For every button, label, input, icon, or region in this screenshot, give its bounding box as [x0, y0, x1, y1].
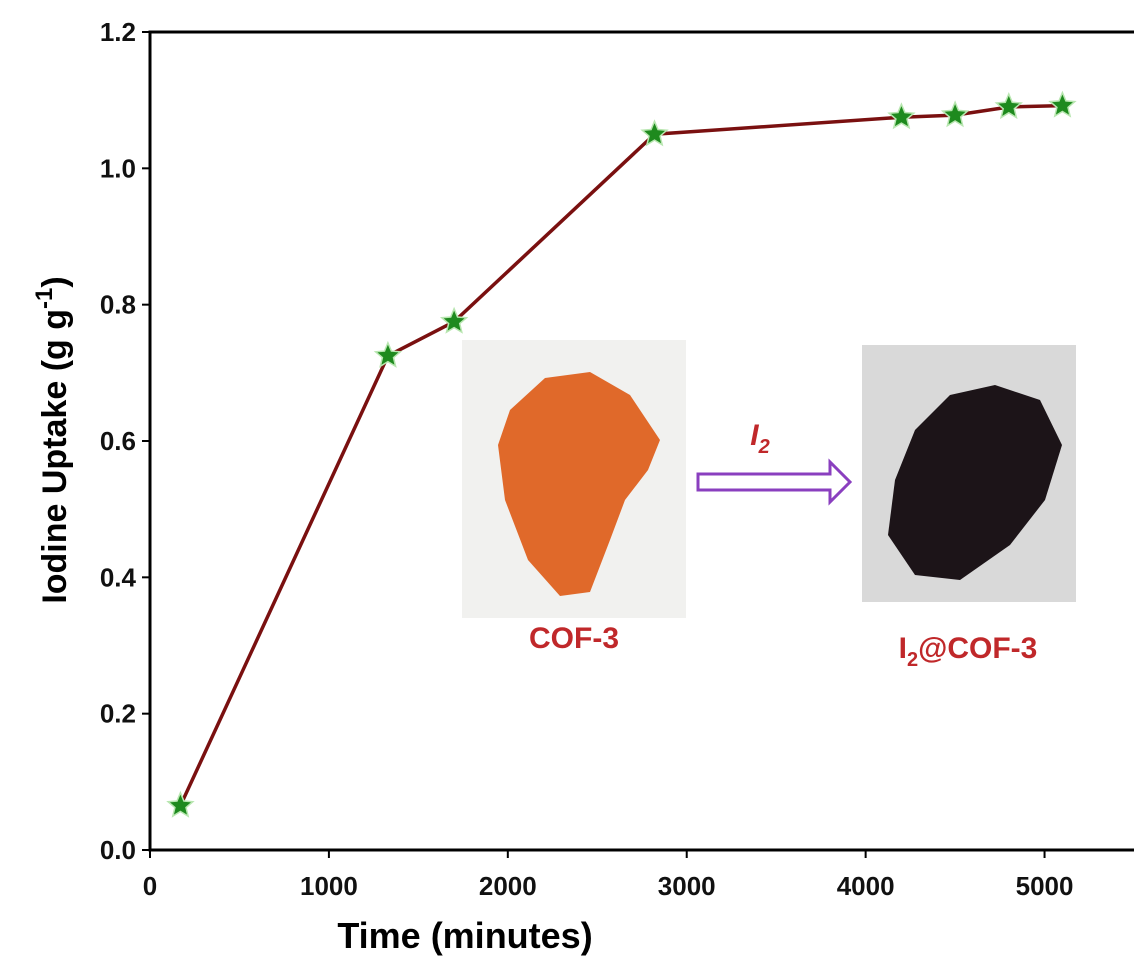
- star-marker: [439, 306, 469, 334]
- inset-before: [462, 340, 686, 618]
- y-tick-label: 1.2: [100, 17, 136, 47]
- y-tick-label: 0.0: [100, 835, 136, 865]
- black-powder: [888, 385, 1062, 580]
- inset-label: COF-3: [529, 622, 619, 655]
- y-tick-label: 0.6: [100, 426, 136, 456]
- x-tick-label: 3000: [658, 871, 716, 901]
- data-line: [178, 103, 1063, 807]
- inset-after: [862, 345, 1076, 602]
- star-marker: [373, 340, 403, 368]
- orange-powder: [498, 372, 660, 596]
- y-tick-label: 0.8: [100, 290, 136, 320]
- arrow: [696, 458, 853, 506]
- x-axis-title: Time (minutes): [337, 915, 592, 956]
- x-tick-label: 5000: [1016, 871, 1074, 901]
- x-tick-label: 1000: [300, 871, 358, 901]
- star-marker: [1048, 90, 1077, 118]
- inset-label: I2@COF-3: [899, 632, 1038, 671]
- star-marker: [887, 102, 916, 130]
- x-tick-label: 4000: [837, 871, 895, 901]
- star-marker: [640, 119, 669, 147]
- x-tick-label: 0: [143, 871, 157, 901]
- y-tick-label: 0.4: [100, 562, 137, 592]
- star-marker: [940, 100, 970, 128]
- arrow-label: I2: [750, 419, 769, 458]
- star-marker: [166, 790, 195, 818]
- x-tick-label: 2000: [479, 871, 537, 901]
- star-marker: [994, 92, 1023, 120]
- y-tick-label: 0.2: [100, 699, 136, 729]
- y-axis-title: Iodine Uptake (g g-1): [31, 276, 74, 603]
- y-tick-label: 1.0: [100, 153, 136, 183]
- plot-frame: [148, 30, 1134, 852]
